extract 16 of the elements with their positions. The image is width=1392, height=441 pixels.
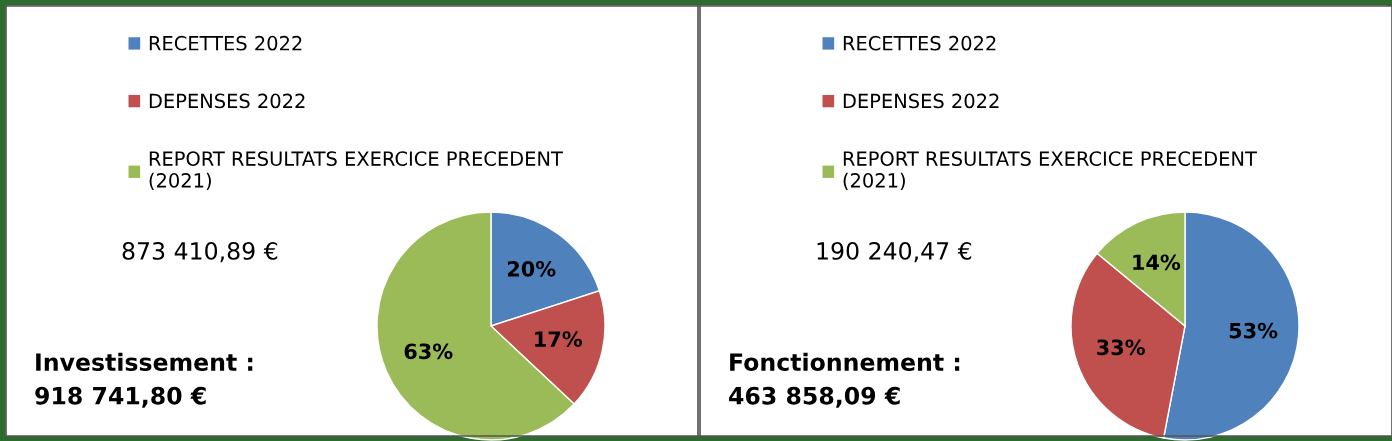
legend-label: REPORT RESULTATS EXERCICE PRECEDENT (2021) xyxy=(149,151,563,191)
text: 873 410,89 € xyxy=(122,241,278,263)
data-label: 53% xyxy=(1229,322,1278,339)
data-label: 14% xyxy=(1133,254,1181,271)
text: 190 240,47 € xyxy=(817,241,972,263)
data-label: 17% xyxy=(535,331,583,347)
legend-label: DEPENSES 2022 xyxy=(149,93,305,109)
data-label: 33% xyxy=(1097,339,1145,356)
legend-label: RECETTES 2022 xyxy=(843,35,996,51)
text: Investissement : 918 741,80 € xyxy=(35,352,253,408)
text: Fonctionnement : 463 858,09 € xyxy=(729,352,960,408)
data-label: 63% xyxy=(404,343,453,360)
legend-label: RECETTES 2022 xyxy=(149,35,302,51)
legend-label: REPORT RESULTATS EXERCICE PRECEDENT (2021) xyxy=(843,151,1257,191)
data-label: 20% xyxy=(507,260,556,277)
legend-label: DEPENSES 2022 xyxy=(843,93,999,109)
